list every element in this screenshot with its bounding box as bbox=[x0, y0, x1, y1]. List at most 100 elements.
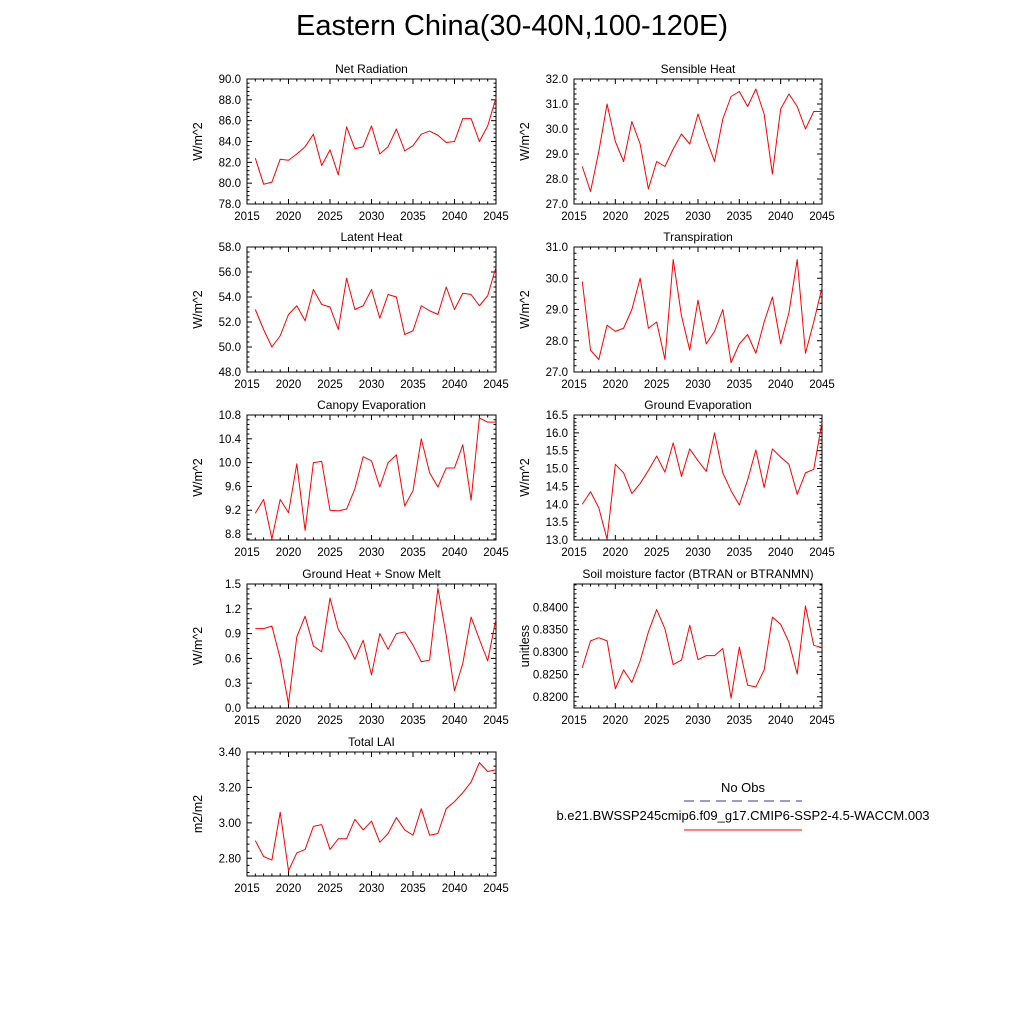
y-tick-label: 16.5 bbox=[546, 410, 568, 422]
y-axis-label: W/m^2 bbox=[191, 290, 205, 329]
x-tick-label: 2015 bbox=[561, 547, 587, 559]
x-tick-label: 2035 bbox=[400, 379, 426, 391]
plot-frame bbox=[246, 751, 497, 877]
x-tick-label: 2020 bbox=[276, 883, 302, 895]
x-tick-label: 2035 bbox=[400, 547, 426, 559]
y-tick-label: 14.0 bbox=[546, 499, 568, 511]
y-tick-label: 29.0 bbox=[546, 149, 568, 161]
x-tick-label: 2035 bbox=[400, 883, 426, 895]
x-tick-label: 2045 bbox=[483, 547, 509, 559]
x-tick-label: 2015 bbox=[561, 715, 587, 727]
y-axis-label: W/m^2 bbox=[191, 458, 205, 497]
y-axis-label: W/m^2 bbox=[518, 458, 532, 497]
y-tick-label: 0.8300 bbox=[533, 647, 568, 659]
chart-panel-2: Latent Heat W/m^2 2015 2020 2025 2030 2035 2040… bbox=[191, 230, 509, 391]
y-tick-label: 78.0 bbox=[219, 199, 241, 211]
legend-obs-label: No Obs bbox=[721, 780, 766, 795]
panel-title: Ground Heat + Snow Melt bbox=[302, 567, 441, 581]
y-tick-label: 28.0 bbox=[546, 174, 568, 186]
plot-frame bbox=[573, 246, 823, 373]
x-tick-label: 2015 bbox=[561, 211, 587, 223]
y-tick-label: 13.0 bbox=[546, 535, 568, 547]
x-tick-label: 2025 bbox=[317, 547, 343, 559]
y-tick-label: 0.9 bbox=[225, 629, 241, 641]
x-tick-label: 2045 bbox=[483, 379, 509, 391]
x-tick-label: 2040 bbox=[768, 547, 794, 559]
y-tick-label: 88.0 bbox=[219, 95, 241, 107]
chart-panel-0: Net Radiation W/m^2 2015 2020 2025 2030 2035 20… bbox=[191, 62, 509, 223]
series-line bbox=[254, 762, 497, 872]
x-tick-label: 2035 bbox=[727, 547, 753, 559]
y-axis-label: m2/m2 bbox=[191, 795, 205, 833]
x-tick-label: 2025 bbox=[317, 379, 343, 391]
x-tick-label: 2040 bbox=[442, 715, 468, 727]
x-tick-label: 2030 bbox=[359, 379, 385, 391]
y-tick-label: 86.0 bbox=[219, 116, 241, 128]
x-tick-label: 2035 bbox=[727, 211, 753, 223]
y-tick-label: 9.6 bbox=[225, 481, 241, 493]
y-tick-label: 3.40 bbox=[219, 747, 241, 759]
x-tick-label: 2020 bbox=[603, 379, 629, 391]
plot-frame bbox=[573, 414, 823, 541]
y-tick-label: 9.2 bbox=[225, 505, 241, 517]
x-tick-label: 2025 bbox=[317, 883, 343, 895]
x-tick-label: 2025 bbox=[644, 547, 670, 559]
y-tick-label: 82.0 bbox=[219, 157, 241, 169]
series-line bbox=[255, 587, 497, 705]
x-tick-label: 2020 bbox=[276, 547, 302, 559]
y-tick-label: 90.0 bbox=[219, 74, 241, 86]
panel-title: Total LAI bbox=[348, 735, 395, 749]
chart-panel-5: Ground Evaporation W/m^2 2015 2020 2025 2030 2… bbox=[518, 398, 835, 559]
x-tick-label: 2025 bbox=[317, 211, 343, 223]
y-tick-label: 58.0 bbox=[219, 242, 241, 254]
y-tick-label: 28.0 bbox=[546, 336, 568, 348]
series-line bbox=[581, 422, 823, 540]
y-tick-label: 0.8200 bbox=[533, 692, 568, 704]
y-tick-label: 14.5 bbox=[546, 481, 568, 493]
y-tick-label: 52.0 bbox=[219, 317, 241, 329]
x-tick-label: 2015 bbox=[234, 883, 260, 895]
chart-panel-7: Soil moisture factor (BTRAN or BTRANMN) u… bbox=[518, 567, 835, 727]
x-tick-label: 2045 bbox=[483, 211, 509, 223]
y-tick-label: 0.3 bbox=[225, 678, 241, 690]
panels-group: Net Radiation W/m^2 2015 2020 2025 2030 2035 20… bbox=[191, 62, 835, 895]
y-tick-label: 29.0 bbox=[546, 305, 568, 317]
x-tick-label: 2040 bbox=[768, 379, 794, 391]
y-tick-label: 2.80 bbox=[219, 853, 241, 865]
x-tick-label: 2020 bbox=[603, 211, 629, 223]
y-tick-label: 31.0 bbox=[546, 99, 568, 111]
x-tick-label: 2030 bbox=[685, 211, 711, 223]
series-line bbox=[254, 417, 496, 540]
x-tick-label: 2030 bbox=[685, 547, 711, 559]
y-tick-label: 8.8 bbox=[225, 529, 241, 541]
y-tick-label: 84.0 bbox=[219, 137, 241, 149]
y-tick-label: 0.0 bbox=[225, 703, 241, 715]
y-axis-label: W/m^2 bbox=[518, 290, 532, 329]
y-axis-label: unitless bbox=[518, 625, 532, 667]
x-tick-label: 2030 bbox=[685, 715, 711, 727]
x-tick-label: 2040 bbox=[442, 211, 468, 223]
chart-panel-1: Sensible Heat W/m^2 2015 2020 2025 2030 2035 20… bbox=[518, 62, 835, 223]
series-line bbox=[254, 266, 497, 348]
y-tick-label: 30.0 bbox=[546, 124, 568, 136]
figure-title: Eastern China(30-40N,100-120E) bbox=[295, 10, 729, 42]
y-axis-label: W/m^2 bbox=[518, 122, 532, 161]
y-tick-label: 31.0 bbox=[546, 242, 568, 254]
x-tick-label: 2030 bbox=[359, 211, 385, 223]
y-tick-label: 0.6 bbox=[225, 653, 241, 665]
x-tick-label: 2035 bbox=[727, 379, 753, 391]
plot-frame bbox=[573, 583, 823, 709]
legend: No Obs b.e21.BWSSP245cmip6.f09_g17.CMIP6… bbox=[556, 780, 930, 831]
x-tick-label: 2035 bbox=[727, 715, 753, 727]
x-tick-label: 2020 bbox=[276, 211, 302, 223]
x-tick-label: 2015 bbox=[234, 379, 260, 391]
y-tick-label: 16.0 bbox=[546, 428, 568, 440]
panel-title: Soil moisture factor (BTRAN or BTRANMN) bbox=[582, 567, 813, 581]
y-axis-label: W/m^2 bbox=[191, 122, 205, 161]
x-tick-label: 2020 bbox=[603, 715, 629, 727]
x-tick-label: 2040 bbox=[768, 715, 794, 727]
plot-frame bbox=[246, 246, 497, 373]
x-tick-label: 2020 bbox=[276, 715, 302, 727]
chart-panel-4: Canopy Evaporation W/m^2 2015 2020 2025 2030 2… bbox=[191, 398, 509, 559]
